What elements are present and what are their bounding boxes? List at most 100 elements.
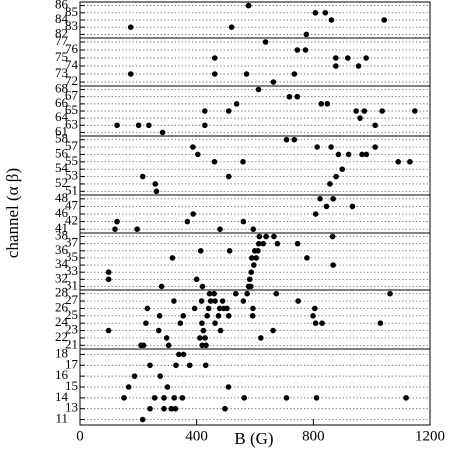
- y-tick-label: 68: [55, 81, 68, 96]
- x-tick-label: 0: [76, 428, 84, 444]
- point: [253, 255, 259, 261]
- y-tick-label: 42: [65, 213, 78, 228]
- point: [159, 129, 166, 136]
- point: [172, 405, 179, 412]
- x-tick-label: 400: [185, 428, 208, 444]
- point: [328, 17, 335, 23]
- point: [163, 335, 170, 341]
- point: [332, 63, 339, 69]
- point: [233, 101, 240, 107]
- point: [357, 115, 363, 121]
- point: [283, 136, 290, 143]
- point: [412, 108, 418, 114]
- point: [232, 290, 239, 297]
- point: [249, 313, 256, 319]
- y-tick-label: 31: [65, 277, 78, 292]
- point: [202, 108, 208, 114]
- y-tick-label: 35: [65, 249, 78, 264]
- y-axis-label: channel (α β): [3, 168, 22, 258]
- point: [197, 335, 203, 341]
- point: [114, 122, 120, 129]
- y-tick-label: 47: [65, 197, 79, 212]
- point: [353, 108, 360, 114]
- point: [207, 298, 214, 304]
- point: [151, 395, 158, 401]
- y-tick-label: 85: [65, 4, 78, 19]
- y-tick-label: 57: [65, 138, 79, 153]
- point: [173, 362, 179, 369]
- point: [361, 108, 368, 114]
- point: [317, 196, 323, 202]
- point: [403, 395, 409, 401]
- point: [222, 405, 228, 412]
- point: [215, 313, 222, 319]
- point: [202, 335, 208, 341]
- point: [387, 290, 393, 297]
- point: [329, 233, 336, 240]
- point: [186, 362, 193, 369]
- y-tick-label: 67: [65, 88, 79, 103]
- point: [211, 71, 218, 77]
- point: [134, 226, 140, 232]
- point: [379, 108, 385, 114]
- point: [355, 63, 362, 69]
- point: [226, 248, 233, 254]
- point: [250, 226, 257, 232]
- point: [248, 255, 255, 261]
- point: [312, 10, 319, 16]
- point: [127, 71, 134, 77]
- point: [153, 188, 160, 195]
- point: [184, 218, 191, 225]
- x-tick-label: 1200: [415, 428, 445, 444]
- y-tick-label: 86: [55, 0, 69, 12]
- point: [202, 362, 209, 369]
- point: [363, 151, 370, 158]
- y-tick-label: 74: [65, 57, 79, 72]
- y-tick-label: 13: [65, 400, 78, 415]
- point: [291, 136, 298, 143]
- point: [363, 55, 369, 61]
- y-tick-label: 72: [65, 73, 78, 88]
- point: [322, 10, 329, 16]
- point: [312, 320, 319, 326]
- y-tick-label: 64: [55, 109, 69, 124]
- point: [217, 327, 224, 334]
- point: [158, 283, 165, 290]
- point: [328, 144, 334, 150]
- point: [332, 55, 339, 61]
- point: [395, 159, 402, 165]
- point: [171, 395, 178, 401]
- point: [105, 269, 112, 275]
- y-tick-label: 28: [55, 285, 68, 300]
- point: [147, 405, 153, 412]
- point: [197, 248, 204, 254]
- y-tick-label: 58: [55, 131, 68, 146]
- point: [147, 362, 153, 369]
- point: [286, 93, 293, 100]
- point: [105, 276, 112, 283]
- point: [248, 269, 255, 275]
- y-tick-label: 48: [55, 190, 68, 205]
- point: [180, 313, 187, 319]
- point: [205, 305, 212, 312]
- point: [248, 283, 254, 290]
- point: [152, 181, 159, 187]
- point: [190, 144, 196, 150]
- y-tick-label: 24: [55, 314, 69, 329]
- point: [314, 144, 320, 150]
- point: [244, 290, 250, 297]
- point: [169, 255, 176, 261]
- point: [303, 31, 310, 38]
- point: [190, 211, 196, 217]
- y-tick-label: 14: [55, 389, 69, 404]
- point: [105, 327, 112, 334]
- x-axis-label: B (G): [234, 429, 273, 448]
- y-tick-label: 32: [55, 270, 68, 285]
- point: [372, 144, 378, 150]
- point: [324, 101, 331, 107]
- point: [199, 283, 206, 290]
- point: [139, 416, 146, 423]
- y-tick-label: 75: [55, 49, 68, 64]
- point: [251, 262, 257, 268]
- point: [157, 373, 164, 379]
